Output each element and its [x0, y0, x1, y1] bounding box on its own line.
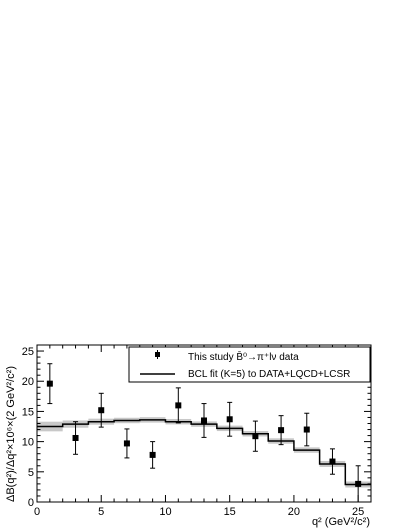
- x-tick-label: 25: [352, 506, 364, 518]
- data-point-marker: [355, 480, 362, 487]
- y-tick-label: 25: [22, 346, 34, 358]
- data-point: [123, 428, 130, 459]
- data-point: [278, 415, 285, 446]
- data-point-marker: [278, 427, 285, 434]
- data-point-marker: [98, 407, 105, 414]
- data-point: [226, 401, 233, 437]
- x-tick-label: 15: [224, 506, 236, 518]
- data-point-marker: [201, 417, 207, 424]
- data-point: [72, 421, 79, 455]
- x-tick-label: 0: [34, 506, 40, 518]
- y-tick-label: 0: [28, 497, 34, 509]
- y-tick-label: 20: [22, 376, 34, 388]
- axis-ticks-layer: [36, 344, 372, 503]
- data-point: [149, 441, 156, 469]
- data-point: [303, 412, 310, 447]
- x-tick-label: 10: [159, 506, 171, 518]
- x-tick-label: 20: [288, 506, 300, 518]
- y-tick-label: 10: [22, 437, 34, 449]
- data-point: [201, 403, 207, 438]
- data-point-marker: [46, 380, 53, 387]
- y-axis-title: ΔB(q²)/Δq²×10⁶×(2 GeV²/c²): [5, 366, 17, 502]
- legend-box: [128, 346, 371, 383]
- data-point-marker: [149, 451, 156, 458]
- legend-label-data: This study B̄⁰→π⁺lν data: [188, 350, 299, 363]
- data-points-layer: [46, 363, 362, 503]
- legend-label-fit: BCL fit (K=5) to DATA+LQCD+LCSR: [188, 369, 350, 380]
- x-tick-label: 5: [98, 506, 104, 518]
- y-tick-label: 5: [28, 467, 34, 479]
- y-tick-label: 15: [22, 406, 34, 418]
- data-point-marker: [175, 402, 182, 409]
- data-point-marker: [226, 416, 233, 423]
- data-point-marker: [72, 434, 79, 441]
- data-point-marker: [252, 433, 259, 440]
- data-point: [98, 392, 105, 428]
- data-point-marker: [303, 426, 310, 433]
- data-point: [329, 448, 336, 475]
- data-point: [175, 387, 182, 424]
- data-point-marker: [123, 440, 130, 447]
- data-point: [46, 363, 53, 405]
- tick-labels-layer: 0 5 10 15 20 25 0 5 10 15 20 25: [22, 346, 365, 518]
- data-point: [252, 420, 259, 452]
- legend: This study B̄⁰→π⁺lν data BCL fit (K=5) t…: [128, 346, 371, 383]
- x-axis-title: q² (GeV²/c²): [312, 516, 370, 528]
- data-point-marker: [329, 458, 336, 465]
